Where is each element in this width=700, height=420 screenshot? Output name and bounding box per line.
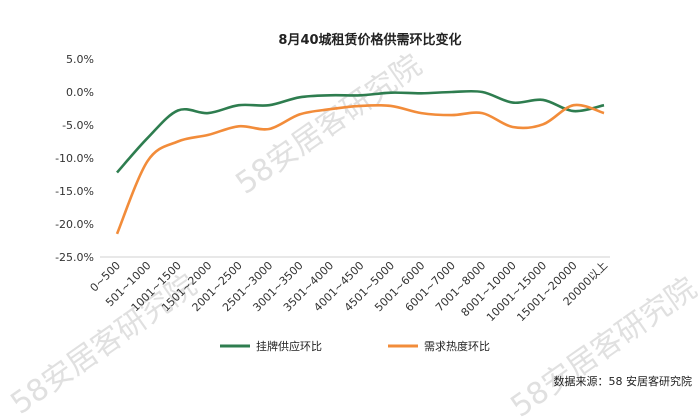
- y-tick-label: -15.0%: [55, 185, 94, 198]
- y-axis: 5.0% 0.0% -5.0% -10.0% -15.0% -20.0% -25.0%: [55, 53, 94, 264]
- watermark-1: 58安居客研究院: [230, 48, 429, 202]
- source-note: 数据来源：58 安居客研究院: [554, 374, 693, 388]
- watermark-3: 58安居客研究院: [505, 271, 700, 420]
- y-tick-label: -20.0%: [55, 218, 94, 231]
- legend-label-demand: 需求热度环比: [424, 339, 490, 353]
- series-line-demand: [115, 103, 605, 235]
- y-tick-label: -5.0%: [62, 119, 94, 132]
- y-tick-label: -10.0%: [55, 152, 94, 165]
- legend: 挂牌供应环比 需求热度环比: [220, 339, 490, 353]
- series-group: [115, 89, 605, 235]
- y-tick-label: -25.0%: [55, 251, 94, 264]
- y-tick-label: 0.0%: [66, 86, 94, 99]
- legend-label-supply: 挂牌供应环比: [256, 339, 322, 353]
- series-line-supply: [116, 89, 605, 174]
- y-tick-label: 5.0%: [66, 53, 94, 66]
- chart-title: 8月40城租赁价格供需环比变化: [278, 32, 461, 48]
